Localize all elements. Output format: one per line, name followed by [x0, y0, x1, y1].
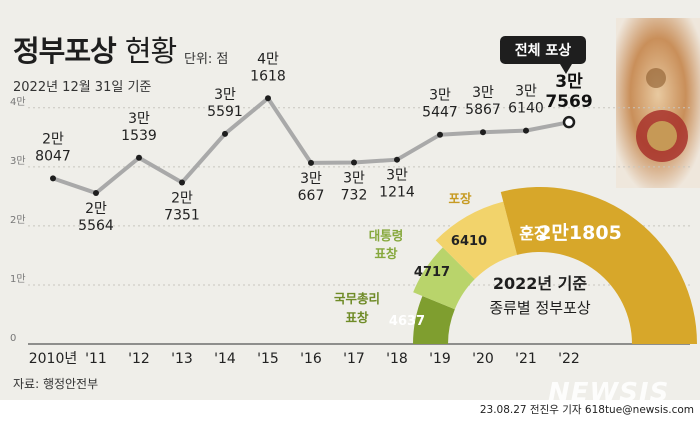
ring-name-pm-1: 국무총리	[334, 291, 380, 306]
data-label: 2만 8047	[35, 131, 71, 164]
data-point	[394, 156, 400, 163]
y-tick-label: 3만	[10, 155, 26, 167]
source-note: 자료: 행정안전부	[13, 377, 99, 391]
data-label: 2만 7351	[164, 190, 200, 223]
x-tick-label: '20	[472, 351, 494, 367]
x-tick-label: '19	[429, 351, 451, 367]
data-point	[351, 159, 357, 166]
ring-name-president-1: 대통령	[369, 228, 404, 243]
data-label: 2만 5564	[78, 201, 114, 234]
y-tick-label: 1만	[10, 273, 26, 285]
ring-slice-3	[500, 187, 697, 344]
data-point	[179, 179, 185, 186]
callout-pointer	[560, 64, 572, 74]
ring-value-president: 4717	[414, 265, 450, 280]
data-label: 3만 5591	[207, 87, 243, 120]
data-label: 3만 1214	[379, 168, 415, 201]
ring-value-pm: 4637	[389, 314, 425, 329]
page-title: 정부포상 현황	[13, 34, 177, 68]
ring-value-pojang: 6410	[451, 234, 487, 249]
ring-name-president-2: 표창	[374, 246, 398, 261]
x-tick-label: '17	[343, 351, 365, 367]
data-point	[222, 130, 228, 137]
data-label: 3만 7569	[545, 72, 592, 112]
data-label: 3만 667	[298, 171, 325, 204]
data-label: 3만 732	[341, 171, 368, 204]
data-point	[50, 175, 56, 182]
data-point	[265, 95, 271, 102]
data-point	[437, 131, 443, 138]
callout-box	[500, 36, 586, 64]
unit-note: 단위: 점	[184, 52, 229, 67]
data-point	[562, 115, 576, 129]
ring-value-hunjang: 2만1805	[538, 222, 622, 244]
ring-slice-0	[413, 295, 455, 344]
x-tick-label: '11	[85, 351, 107, 367]
x-tick-label: '14	[214, 351, 236, 367]
x-tick-label: '13	[171, 351, 193, 367]
data-point	[308, 159, 314, 166]
as-of-date: 2022년 12월 31일 기준	[13, 80, 152, 95]
data-label: 4만 1618	[250, 51, 286, 84]
data-point	[93, 190, 99, 197]
data-label: 3만 6140	[508, 84, 544, 117]
data-point	[136, 154, 142, 161]
data-point	[523, 127, 529, 134]
x-tick-label: 2010년	[29, 351, 78, 367]
ring-name-hunjang: 훈장	[519, 224, 549, 243]
data-label: 3만 5867	[465, 85, 501, 118]
credit-line: 23.08.27 전진우 기자 618tue@newsis.com	[479, 404, 694, 416]
x-tick-label: '16	[300, 351, 322, 367]
ring-name-pm-2: 표창	[345, 310, 369, 325]
watermark-logo: NEWSIS	[548, 378, 670, 408]
ring-subtitle: 종류별 정부포상	[489, 299, 591, 317]
ring-name-pojang: 포장	[448, 191, 472, 206]
ring-slice-2	[435, 201, 518, 280]
data-point	[480, 129, 486, 136]
ring-slice-1	[413, 247, 475, 310]
x-tick-label: '18	[386, 351, 408, 367]
y-tick-label: 2만	[10, 214, 26, 226]
x-tick-label: '15	[257, 351, 279, 367]
callout-label: 전체 포상	[515, 42, 572, 59]
ring-title: 2022년 기준	[493, 274, 588, 293]
y-tick-label: 4만	[10, 96, 26, 108]
x-tick-label: '12	[128, 351, 150, 367]
data-label: 3만 1539	[121, 111, 157, 144]
x-tick-label: '21	[515, 351, 537, 367]
data-label: 3만 5447	[422, 88, 458, 121]
medal-photo	[616, 18, 700, 188]
x-tick-label: '22	[558, 351, 580, 367]
y-tick-label: 0	[10, 333, 16, 344]
